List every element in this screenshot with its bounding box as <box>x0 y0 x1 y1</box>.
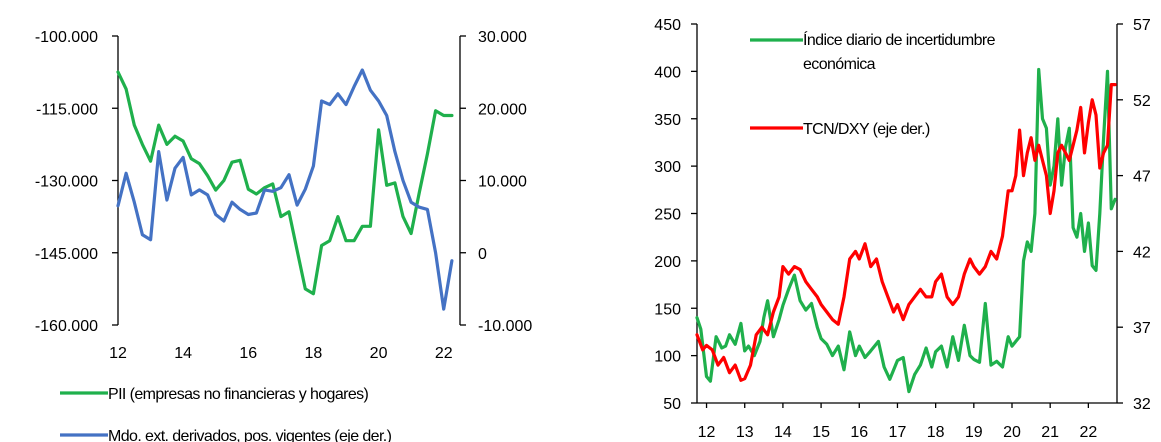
left-y-tick-label: 100 <box>654 349 681 366</box>
x-tick-label: 20 <box>370 345 388 362</box>
right-y-tick-label: 0 <box>478 246 487 263</box>
series-line-green <box>695 67 1117 394</box>
right-y-tick-label: 10.000 <box>478 174 527 191</box>
legend-label: TCN/DXY (eje der.) <box>803 121 930 138</box>
series-line-red <box>695 82 1117 382</box>
left-y-tick-label: -115.000 <box>36 101 98 118</box>
legend-label-line2: económica <box>803 56 876 73</box>
right-y-tick-label: 20.000 <box>478 101 527 118</box>
left-y-tick-label: 400 <box>654 64 681 81</box>
x-tick-label: 13 <box>736 424 754 441</box>
x-tick-label: 14 <box>774 424 792 441</box>
legend-label: PII (empresas no financieras y hogares) <box>108 386 369 403</box>
left-y-tick-label: 350 <box>654 112 681 129</box>
right-y-tick-label: 52 <box>1133 93 1151 110</box>
right-y-tick-label: 47 <box>1133 169 1151 186</box>
legend-label: Índice diario de incertidumbre económica <box>803 30 996 73</box>
right-chart: 50 100 150 200 250 300 350 400 450 32 37 42 47 52 57 12… <box>654 17 1151 441</box>
x-tick-label: 21 <box>1041 424 1059 441</box>
right-y-tick-label: 57 <box>1133 17 1151 34</box>
legend-label-line1: Índice diario de incertidumbre <box>803 30 996 49</box>
left-y-tick-label: 200 <box>654 254 681 271</box>
x-tick-label: 16 <box>850 424 868 441</box>
left-chart: -160.000 -145.000 -130.000 -115.000 -100.000… <box>35 29 533 442</box>
x-tick-label: 12 <box>698 424 716 441</box>
left-y-tick-label: -130.000 <box>35 174 98 191</box>
series-line-green <box>116 70 454 296</box>
x-tick-label: 14 <box>174 345 192 362</box>
x-tick-label: 15 <box>812 424 830 441</box>
x-tick-label: 19 <box>965 424 983 441</box>
x-tick-label: 22 <box>1079 424 1097 441</box>
left-y-tick-label: 450 <box>654 17 681 34</box>
left-y-tick-label: 150 <box>654 301 681 318</box>
left-y-tick-label: 300 <box>654 159 681 176</box>
x-tick-label: 22 <box>435 345 453 362</box>
left-y-tick-label: 50 <box>663 396 681 413</box>
x-tick-label: 18 <box>305 345 323 362</box>
right-y-tick-label: 37 <box>1133 320 1151 337</box>
left-y-tick-label: -100.000 <box>35 29 98 46</box>
legend-label: Mdo. ext. derivados, pos. vigentes (eje … <box>108 428 392 442</box>
right-y-tick-label: 30.000 <box>478 29 527 46</box>
x-tick-label: 20 <box>1003 424 1021 441</box>
series-line-blue <box>116 68 454 311</box>
x-tick-label: 17 <box>889 424 907 441</box>
left-y-tick-label: 250 <box>654 207 681 224</box>
x-tick-label: 12 <box>109 345 127 362</box>
x-tick-label: 18 <box>927 424 945 441</box>
right-y-tick-label: 42 <box>1133 244 1151 261</box>
right-y-tick-label: -10.000 <box>478 318 532 335</box>
left-y-tick-label: -160.000 <box>35 318 98 335</box>
right-y-tick-label: 32 <box>1133 396 1151 413</box>
left-y-tick-label: -145.000 <box>35 246 98 263</box>
x-tick-label: 16 <box>239 345 257 362</box>
